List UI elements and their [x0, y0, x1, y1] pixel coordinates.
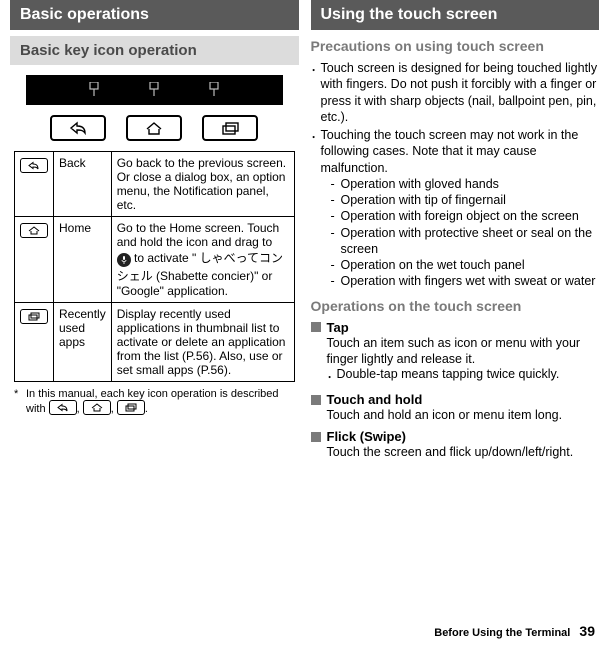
sub-text: Operation with gloved hands — [341, 176, 600, 192]
table-row: Recently used apps Display recently used… — [15, 303, 295, 382]
recent-button-icon — [202, 115, 258, 141]
footnote-text: In this manual, each key icon operation … — [26, 388, 295, 415]
section-title: Precautions on using touch screen — [311, 38, 600, 54]
pin-icon — [88, 82, 100, 96]
connector-lines — [10, 105, 299, 115]
home-button-icon — [126, 115, 182, 141]
home-icon — [20, 223, 48, 238]
key-desc: Go back to the previous screen. Or close… — [111, 152, 294, 217]
table-row: Home Go to the Home screen. Touch and ho… — [15, 217, 295, 303]
list-item: -Operation with foreign object on the sc… — [331, 208, 600, 224]
square-bullet-icon — [311, 395, 321, 405]
key-icon-figure — [26, 75, 283, 105]
pin-icon — [148, 82, 160, 96]
list-item: -Operation on the wet touch panel — [331, 257, 600, 273]
op-title: Touch and hold — [327, 392, 423, 407]
soft-button-row — [26, 115, 283, 141]
footer-label: Before Using the Terminal — [434, 627, 570, 639]
footnote-asterisk: * — [14, 388, 26, 415]
left-header-bar: Basic operations — [10, 0, 299, 30]
list-item: ･Touch screen is designed for being touc… — [311, 60, 600, 125]
recent-icon — [20, 309, 48, 324]
page-footer: Before Using the Terminal 39 — [434, 623, 595, 639]
sub-text: Operation with fingers wet with sweat or… — [341, 273, 600, 289]
right-header-bar: Using the touch screen — [311, 0, 600, 30]
op-desc: Touch and hold an icon or menu item long… — [327, 407, 600, 423]
home-icon — [83, 400, 111, 415]
sub-text: Operation with protective sheet or seal … — [341, 225, 600, 258]
mic-circle-icon — [117, 253, 131, 267]
square-bullet-icon — [311, 432, 321, 442]
precautions-list: ･Touch screen is designed for being touc… — [311, 60, 600, 290]
op-sub-text: Double-tap means tapping twice quickly. — [337, 367, 560, 386]
back-icon — [49, 400, 77, 415]
table-row: Back Go back to the previous screen. Or … — [15, 152, 295, 217]
back-button-icon — [50, 115, 106, 141]
desc-text: to activate " しゃべってコンシェル (Shabette conci… — [117, 251, 283, 298]
desc-text: Go to the Home screen. Touch and hold th… — [117, 221, 280, 249]
op-desc: Touch an item such as icon or menu with … — [327, 335, 600, 368]
list-item: -Operation with gloved hands — [331, 176, 600, 192]
key-icon-table: Back Go back to the previous screen. Or … — [14, 151, 295, 382]
list-item: -Operation with tip of fingernail — [331, 192, 600, 208]
key-desc: Go to the Home screen. Touch and hold th… — [111, 217, 294, 303]
op-desc: Touch the screen and flick up/down/left/… — [327, 444, 600, 460]
list-item: -Operation with protective sheet or seal… — [331, 225, 600, 258]
back-icon — [20, 158, 48, 173]
op-block: Flick (Swipe) Touch the screen and flick… — [311, 429, 600, 460]
key-desc: Display recently used applications in th… — [111, 303, 294, 382]
bullet-lead: Touching the touch screen may not work i… — [321, 128, 579, 175]
page-number: 39 — [579, 623, 595, 639]
key-name: Back — [54, 152, 112, 217]
sub-text: Operation on the wet touch panel — [341, 257, 600, 273]
left-subheader-bar: Basic key icon operation — [10, 36, 299, 65]
bullet-text: Touching the touch screen may not work i… — [321, 127, 600, 290]
sub-text: Operation with foreign object on the scr… — [341, 208, 600, 224]
sub-list: -Operation with gloved hands -Operation … — [331, 176, 600, 290]
footnote-segment: . — [145, 403, 148, 415]
footnote-segment: , — [111, 403, 117, 415]
op-block: Touch and hold Touch and hold an icon or… — [311, 392, 600, 423]
op-title: Tap — [327, 320, 349, 335]
square-bullet-icon — [311, 322, 321, 332]
sub-text: Operation with tip of fingernail — [341, 192, 600, 208]
section-title: Operations on the touch screen — [311, 298, 600, 314]
footnote: * In this manual, each key icon operatio… — [14, 388, 295, 415]
key-name: Recently used apps — [54, 303, 112, 382]
list-item: ･ Touching the touch screen may not work… — [311, 127, 600, 290]
op-block: Tap Touch an item such as icon or menu w… — [311, 320, 600, 387]
recent-icon — [117, 400, 145, 415]
op-title: Flick (Swipe) — [327, 429, 406, 444]
op-sub: ･Double-tap means tapping twice quickly. — [327, 367, 600, 386]
footnote-segment: , — [77, 403, 83, 415]
list-item: -Operation with fingers wet with sweat o… — [331, 273, 600, 289]
key-name: Home — [54, 217, 112, 303]
bullet-text: Touch screen is designed for being touch… — [321, 60, 600, 125]
pin-icon — [208, 82, 220, 96]
